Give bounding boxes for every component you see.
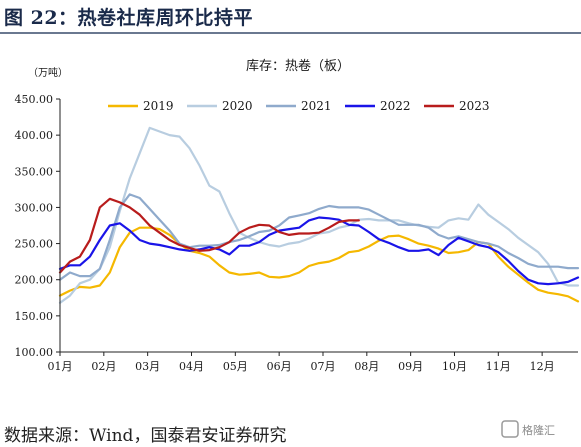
y-tick-label: 450.00 bbox=[15, 93, 54, 106]
legend-label-2019: 2019 bbox=[143, 99, 174, 113]
y-axis-unit-label: （万吨） bbox=[28, 66, 68, 79]
y-tick-label: 100.00 bbox=[15, 346, 54, 359]
axes-layer: 100.00 150.00 200.00 250.00 300.00 350.00 400.… bbox=[15, 93, 578, 373]
y-tick-label: 300.00 bbox=[15, 201, 54, 214]
legend-label-2022: 2022 bbox=[380, 99, 411, 113]
legend: 2019 2020 2021 2022 2023 bbox=[108, 99, 490, 113]
title-rule bbox=[0, 32, 581, 34]
watermark-logo-icon bbox=[501, 420, 519, 438]
watermark: 格隆汇 bbox=[501, 420, 555, 438]
x-tick-label: 01月 bbox=[48, 360, 73, 373]
y-tick-label: 400.00 bbox=[15, 129, 54, 142]
y-tick-label: 200.00 bbox=[15, 274, 54, 287]
legend-label-2023: 2023 bbox=[459, 99, 490, 113]
x-tick-label: 12月 bbox=[530, 360, 555, 373]
x-tick-label: 06月 bbox=[267, 360, 292, 373]
legend-label-2021: 2021 bbox=[301, 99, 332, 113]
y-tick-label: 150.00 bbox=[15, 310, 54, 323]
y-tick-label: 250.00 bbox=[15, 238, 54, 251]
series-line-2023 bbox=[58, 197, 360, 274]
legend-label-2020: 2020 bbox=[222, 99, 253, 113]
watermark-text: 格隆汇 bbox=[522, 423, 555, 437]
y-tick-label: 350.00 bbox=[15, 165, 54, 178]
series-line-2021 bbox=[58, 193, 580, 281]
x-tick-label: 11月 bbox=[486, 360, 511, 373]
x-tick-label: 10月 bbox=[442, 360, 467, 373]
x-tick-label: 07月 bbox=[310, 360, 335, 373]
x-tick-label: 08月 bbox=[354, 360, 379, 373]
x-tick-label: 04月 bbox=[179, 360, 204, 373]
series-line-2022 bbox=[58, 216, 580, 286]
figure-title: 图 22：热卷社库周环比持平 bbox=[4, 7, 254, 29]
series-layer bbox=[58, 126, 580, 304]
x-tick-label: 09月 bbox=[398, 360, 423, 373]
x-tick-label: 02月 bbox=[91, 360, 116, 373]
line-chart: 库存：热卷（板） （万吨） 2019 2020 2021 2022 2023 100.0… bbox=[15, 58, 580, 373]
x-tick-label: 05月 bbox=[223, 360, 248, 373]
source-note: 数据来源：Wind，国泰君安证券研究 bbox=[4, 426, 287, 446]
series-line-2020 bbox=[58, 126, 580, 304]
chart-title: 库存：热卷（板） bbox=[246, 58, 350, 74]
x-tick-label: 03月 bbox=[135, 360, 160, 373]
